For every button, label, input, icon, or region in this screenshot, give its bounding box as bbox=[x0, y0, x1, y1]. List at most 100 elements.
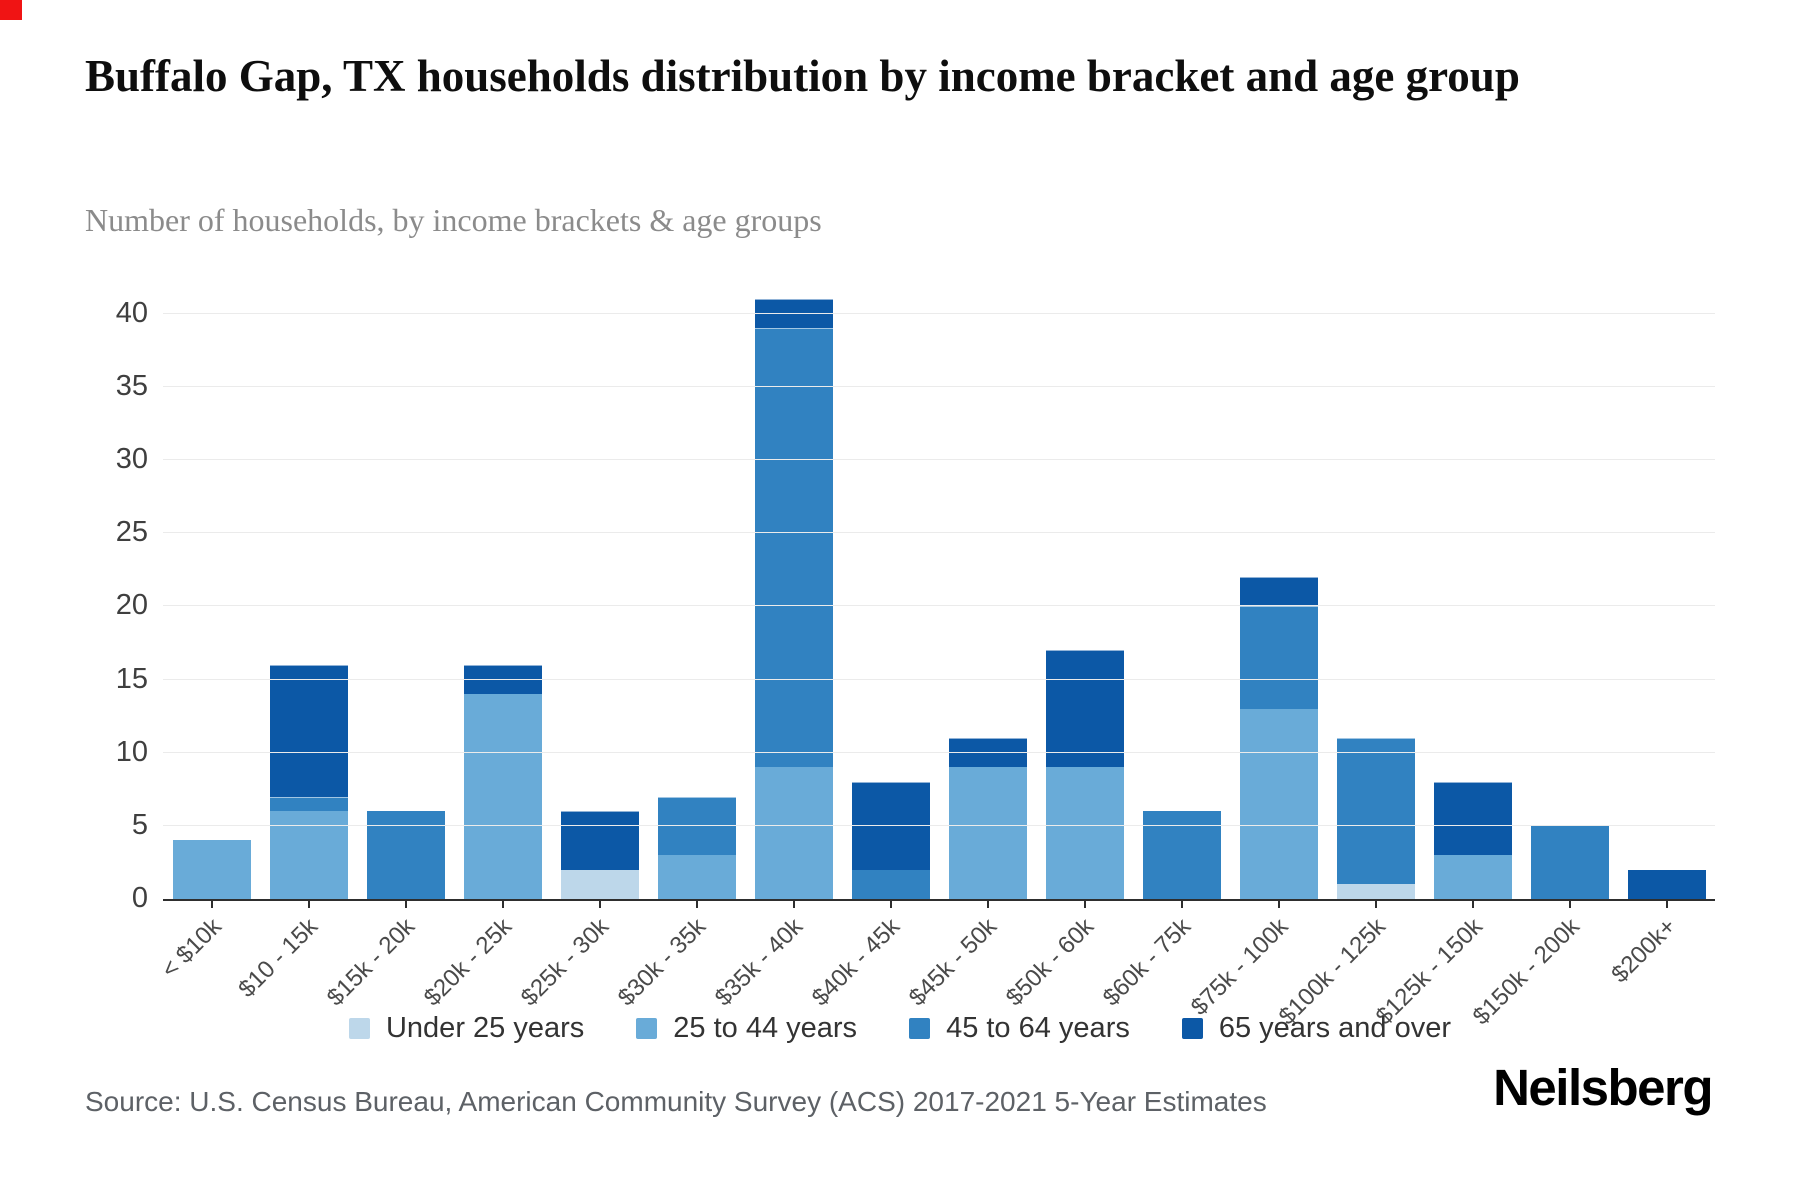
bar-segment[interactable] bbox=[1239, 708, 1318, 899]
legend-item[interactable]: 45 to 64 years bbox=[909, 1012, 1130, 1045]
bar-segment[interactable] bbox=[463, 664, 542, 695]
x-tick-label-text: $50k - 60k bbox=[1001, 913, 1100, 1012]
bar-stack bbox=[366, 811, 445, 899]
bar-segment[interactable] bbox=[851, 781, 930, 870]
bar-stack bbox=[851, 781, 930, 899]
y-axis-label: 15 bbox=[115, 662, 148, 695]
legend-swatch bbox=[348, 1018, 370, 1039]
bar-column bbox=[648, 796, 745, 899]
legend-label: Under 25 years bbox=[385, 1012, 585, 1044]
gridline bbox=[163, 459, 1715, 461]
bar-stack bbox=[1433, 781, 1512, 899]
bar-stack bbox=[560, 811, 639, 899]
bar-segment[interactable] bbox=[1530, 825, 1609, 899]
bar-segment[interactable] bbox=[1239, 577, 1318, 607]
legend-label: 65 years and over bbox=[1218, 1012, 1452, 1044]
bar-segment[interactable] bbox=[948, 767, 1027, 899]
x-tick-label-text: < $10k bbox=[156, 913, 227, 984]
bar-segment[interactable] bbox=[269, 796, 348, 812]
axis-tick bbox=[598, 901, 601, 908]
bar-segment[interactable] bbox=[1045, 767, 1124, 899]
bar-stack bbox=[1239, 577, 1318, 899]
axis-tick bbox=[404, 901, 407, 908]
bar-column bbox=[260, 664, 357, 899]
gridline bbox=[163, 532, 1715, 534]
bar-segment[interactable] bbox=[754, 767, 833, 899]
corner-artifact bbox=[0, 0, 22, 20]
x-tick-label-text: $45k - 50k bbox=[904, 913, 1003, 1012]
legend-swatch bbox=[636, 1018, 658, 1039]
bar-stack bbox=[1627, 869, 1706, 899]
source-attribution: Source: U.S. Census Bureau, American Com… bbox=[85, 1086, 1267, 1117]
axis-tick bbox=[1083, 901, 1086, 908]
neilsberg-logo: Neilsberg bbox=[1493, 1059, 1713, 1116]
bar-stack bbox=[463, 664, 542, 899]
gridline bbox=[163, 605, 1715, 607]
legend-item[interactable]: 65 years and over bbox=[1181, 1012, 1452, 1045]
axis-tick bbox=[1471, 901, 1474, 908]
y-axis-label: 20 bbox=[115, 589, 148, 622]
x-tick-label-text: $20k - 25k bbox=[419, 913, 518, 1012]
axis-tick bbox=[792, 901, 795, 908]
bar-segment[interactable] bbox=[560, 811, 639, 870]
gridline bbox=[163, 385, 1715, 387]
axis-tick bbox=[1665, 901, 1668, 908]
axis-tick bbox=[501, 901, 504, 908]
bar-segment[interactable] bbox=[269, 664, 348, 797]
bar-column bbox=[1521, 825, 1618, 899]
bar-segment[interactable] bbox=[657, 855, 736, 899]
bar-column bbox=[745, 299, 842, 899]
bar-segment[interactable] bbox=[463, 694, 542, 899]
x-tick-label-text: $25k - 30k bbox=[516, 913, 615, 1012]
bar-segment[interactable] bbox=[1336, 738, 1415, 885]
bar-column bbox=[842, 781, 939, 899]
bar-segment[interactable] bbox=[1433, 781, 1512, 856]
bar-segment[interactable] bbox=[1433, 855, 1512, 899]
legend-item[interactable]: Under 25 years bbox=[348, 1012, 585, 1045]
bar-segment[interactable] bbox=[948, 738, 1027, 768]
bar-segment[interactable] bbox=[754, 328, 833, 768]
bar-column bbox=[1230, 577, 1327, 899]
bar-stack bbox=[1045, 650, 1124, 899]
legend-label: 25 to 44 years bbox=[673, 1012, 858, 1044]
bar-segment[interactable] bbox=[657, 796, 736, 856]
gridline bbox=[163, 312, 1715, 314]
bar-column bbox=[939, 738, 1036, 899]
axis-tick bbox=[1277, 901, 1280, 908]
legend-label: 45 to 64 years bbox=[946, 1012, 1130, 1044]
axis-tick bbox=[1374, 901, 1377, 908]
y-axis-label: 5 bbox=[131, 808, 148, 841]
axis-tick bbox=[1180, 901, 1183, 908]
bar-segment[interactable] bbox=[1336, 884, 1415, 899]
y-axis-label: 0 bbox=[131, 882, 148, 914]
legend-item[interactable]: 25 to 44 years bbox=[636, 1012, 857, 1045]
bar-segment[interactable] bbox=[1627, 869, 1706, 899]
bar-segment[interactable] bbox=[172, 840, 251, 899]
bar-column bbox=[1327, 738, 1424, 899]
chart-title: Buffalo Gap, TX households distribution … bbox=[85, 51, 1520, 101]
gridline bbox=[163, 824, 1715, 826]
bar-stack bbox=[948, 738, 1027, 899]
bar-segment[interactable] bbox=[851, 869, 930, 899]
bar-column bbox=[1036, 650, 1133, 899]
gridline bbox=[163, 678, 1715, 680]
bar-segment[interactable] bbox=[1142, 811, 1221, 899]
bar-column bbox=[1133, 811, 1230, 899]
x-axis-labels: < $10k $10 - 15k $15k - 20k $20k - 25k $25k … bbox=[156, 899, 1715, 1030]
bar-segment[interactable] bbox=[366, 811, 445, 899]
bar-column bbox=[1618, 869, 1715, 899]
bar-segment[interactable] bbox=[1239, 606, 1318, 709]
axis-tick bbox=[1568, 901, 1571, 908]
bar-column bbox=[551, 811, 648, 899]
bar-segment[interactable] bbox=[560, 869, 639, 899]
bar-column bbox=[357, 811, 454, 899]
y-axis-label: 10 bbox=[115, 735, 148, 768]
bar-segment[interactable] bbox=[754, 299, 833, 329]
axis-tick bbox=[889, 901, 892, 908]
bar-segment[interactable] bbox=[1045, 650, 1124, 768]
bar-segment[interactable] bbox=[269, 811, 348, 899]
axis-tick bbox=[210, 901, 213, 908]
bar-column bbox=[1424, 781, 1521, 899]
bar-stack bbox=[754, 299, 833, 899]
x-tick-label-text: $35k - 40k bbox=[710, 913, 809, 1012]
